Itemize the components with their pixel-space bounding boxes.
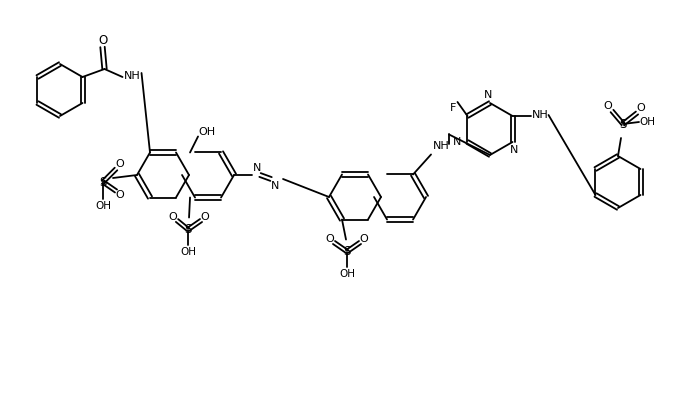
Text: O: O <box>98 33 107 46</box>
Text: F: F <box>450 103 457 113</box>
Text: NH: NH <box>532 110 549 120</box>
Text: OH: OH <box>199 127 216 137</box>
Text: OH: OH <box>339 268 355 279</box>
Text: S: S <box>619 118 627 131</box>
Text: S: S <box>184 223 192 236</box>
Text: O: O <box>359 233 368 243</box>
Text: OH: OH <box>180 247 196 256</box>
Text: S: S <box>100 175 106 189</box>
Text: N: N <box>510 145 519 155</box>
Text: OH: OH <box>95 201 111 211</box>
Text: O: O <box>201 212 210 222</box>
Text: NH: NH <box>433 141 449 152</box>
Text: N: N <box>271 181 279 191</box>
Text: O: O <box>637 103 645 113</box>
Text: N: N <box>453 137 462 147</box>
Text: NH: NH <box>124 71 141 81</box>
Text: N: N <box>253 163 261 173</box>
Text: O: O <box>115 190 124 200</box>
Text: N: N <box>484 90 492 100</box>
Text: O: O <box>326 233 335 243</box>
Text: OH: OH <box>639 117 655 127</box>
Text: O: O <box>168 212 177 222</box>
Text: S: S <box>344 245 350 258</box>
Text: O: O <box>604 101 612 111</box>
Text: O: O <box>115 159 124 169</box>
